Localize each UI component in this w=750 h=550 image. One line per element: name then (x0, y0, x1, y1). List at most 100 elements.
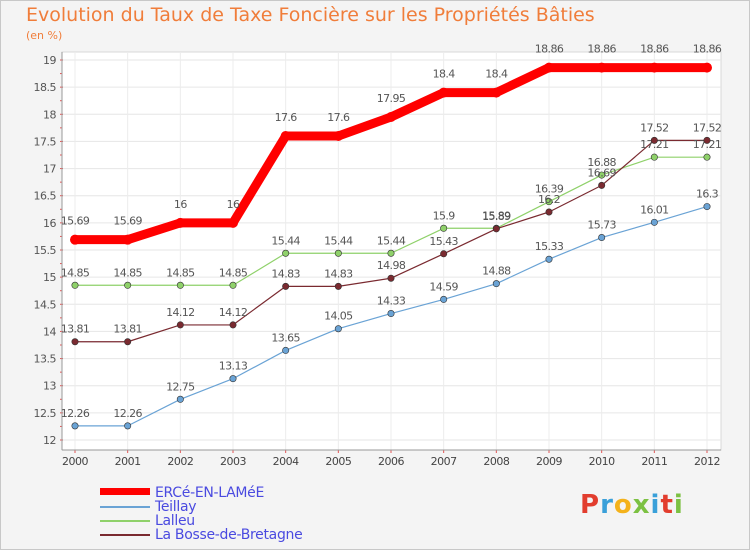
data-point (334, 249, 342, 257)
data-point (387, 274, 395, 282)
y-tick-label: 19 (43, 54, 56, 67)
y-tick-label: 17.5 (34, 135, 57, 148)
data-point (71, 338, 79, 346)
data-label: 15.9 (433, 209, 456, 222)
x-tick-mark (285, 450, 287, 453)
data-point (124, 338, 132, 346)
data-label: 13.81 (61, 323, 90, 336)
data-label: 15.69 (113, 215, 142, 228)
data-label: 18.4 (485, 68, 508, 81)
y-tick-label: 13 (43, 380, 56, 393)
x-tick-label: 2011 (641, 455, 667, 468)
y-tick-label: 18.5 (34, 81, 57, 94)
x-tick-mark (232, 450, 234, 453)
y-tick-label: 18 (43, 108, 56, 121)
y-minor-tick (60, 208, 62, 210)
data-point (544, 62, 554, 73)
data-point (122, 234, 133, 245)
data-label: 16.3 (696, 188, 719, 201)
y-tick-label: 15 (43, 271, 56, 284)
data-point (387, 249, 395, 257)
data-point (387, 310, 395, 318)
data-label: 14.85 (61, 266, 90, 279)
legend-swatch-erce (100, 488, 150, 495)
data-label: 14.12 (219, 306, 248, 319)
y-minor-tick (60, 398, 62, 400)
y-tick-label: 16.5 (34, 190, 57, 203)
y-minor-tick (60, 154, 62, 156)
data-label: 17.6 (327, 111, 350, 124)
y-minor-tick (60, 73, 62, 75)
data-label: 18.86 (640, 43, 669, 56)
data-point (334, 282, 342, 290)
y-minor-tick (60, 425, 62, 427)
logo-letter: P (580, 490, 601, 520)
data-point (598, 171, 606, 179)
data-point (491, 87, 502, 98)
legend-swatch-la-bosse (100, 534, 150, 536)
data-point (492, 280, 500, 288)
legend-label-teillay: Teillay (155, 499, 197, 515)
data-label: 14.05 (324, 310, 353, 323)
y-tick-label: 13.5 (34, 353, 57, 366)
legend-label-lalleu: Lalleu (155, 513, 195, 529)
x-tick-label: 2009 (536, 455, 562, 468)
x-tick-label: 2000 (62, 455, 88, 468)
data-point (598, 181, 606, 189)
x-tick-mark (74, 450, 76, 453)
y-minor-tick (60, 235, 62, 237)
data-label: 12.26 (113, 407, 142, 420)
x-tick-mark (337, 450, 339, 453)
data-point (596, 62, 607, 73)
data-label: 12.26 (61, 407, 90, 420)
data-label: 14.85 (113, 266, 142, 279)
data-label: 15.73 (587, 219, 616, 232)
data-label: 18.86 (535, 43, 564, 56)
data-label: 14.85 (219, 266, 248, 279)
data-label: 17.21 (693, 138, 722, 151)
data-point (176, 321, 184, 329)
x-tick-label: 2007 (431, 455, 457, 468)
data-label: 16.01 (640, 203, 669, 216)
y-tick-label: 12 (43, 434, 56, 447)
legend-label-erce: ERCé-EN-LAMéE (155, 485, 265, 501)
y-axis-unit: (en %) (26, 29, 63, 42)
y-tick-label: 14.5 (34, 298, 57, 311)
y-minor-tick (60, 181, 62, 183)
proxiti-logo: Proxiti (580, 490, 684, 520)
y-tick-label: 15.5 (34, 244, 57, 257)
logo-letter: i (673, 490, 684, 520)
data-label: 14.98 (377, 259, 406, 272)
data-label: 12.75 (166, 380, 195, 393)
y-minor-tick (60, 371, 62, 373)
y-minor-tick (60, 344, 62, 346)
x-tick-label: 2002 (167, 455, 193, 468)
x-tick-mark (495, 450, 497, 453)
data-label: 17.52 (640, 121, 669, 134)
y-minor-tick (60, 100, 62, 102)
data-point (229, 375, 237, 383)
data-point (229, 321, 237, 329)
x-tick-label: 2005 (325, 455, 351, 468)
data-label: 17.95 (377, 92, 406, 105)
x-tick-label: 2008 (483, 455, 509, 468)
x-tick-mark (548, 450, 550, 453)
data-point (280, 131, 291, 141)
data-point (649, 62, 660, 73)
chart-title: Evolution du Taux de Taxe Foncière sur l… (26, 4, 595, 26)
data-label: 17.52 (693, 121, 722, 134)
data-label: 15.44 (377, 234, 406, 247)
data-label: 15.69 (61, 215, 90, 228)
data-point (650, 153, 658, 161)
y-minor-tick (60, 263, 62, 265)
data-point (228, 217, 238, 228)
data-point (386, 112, 396, 122)
data-label: 15.89 (482, 210, 511, 223)
x-tick-mark (443, 450, 445, 453)
data-point (703, 153, 711, 161)
y-minor-tick (60, 127, 62, 129)
data-point (282, 346, 290, 354)
data-point (71, 422, 79, 430)
data-label: 17.6 (275, 111, 298, 124)
